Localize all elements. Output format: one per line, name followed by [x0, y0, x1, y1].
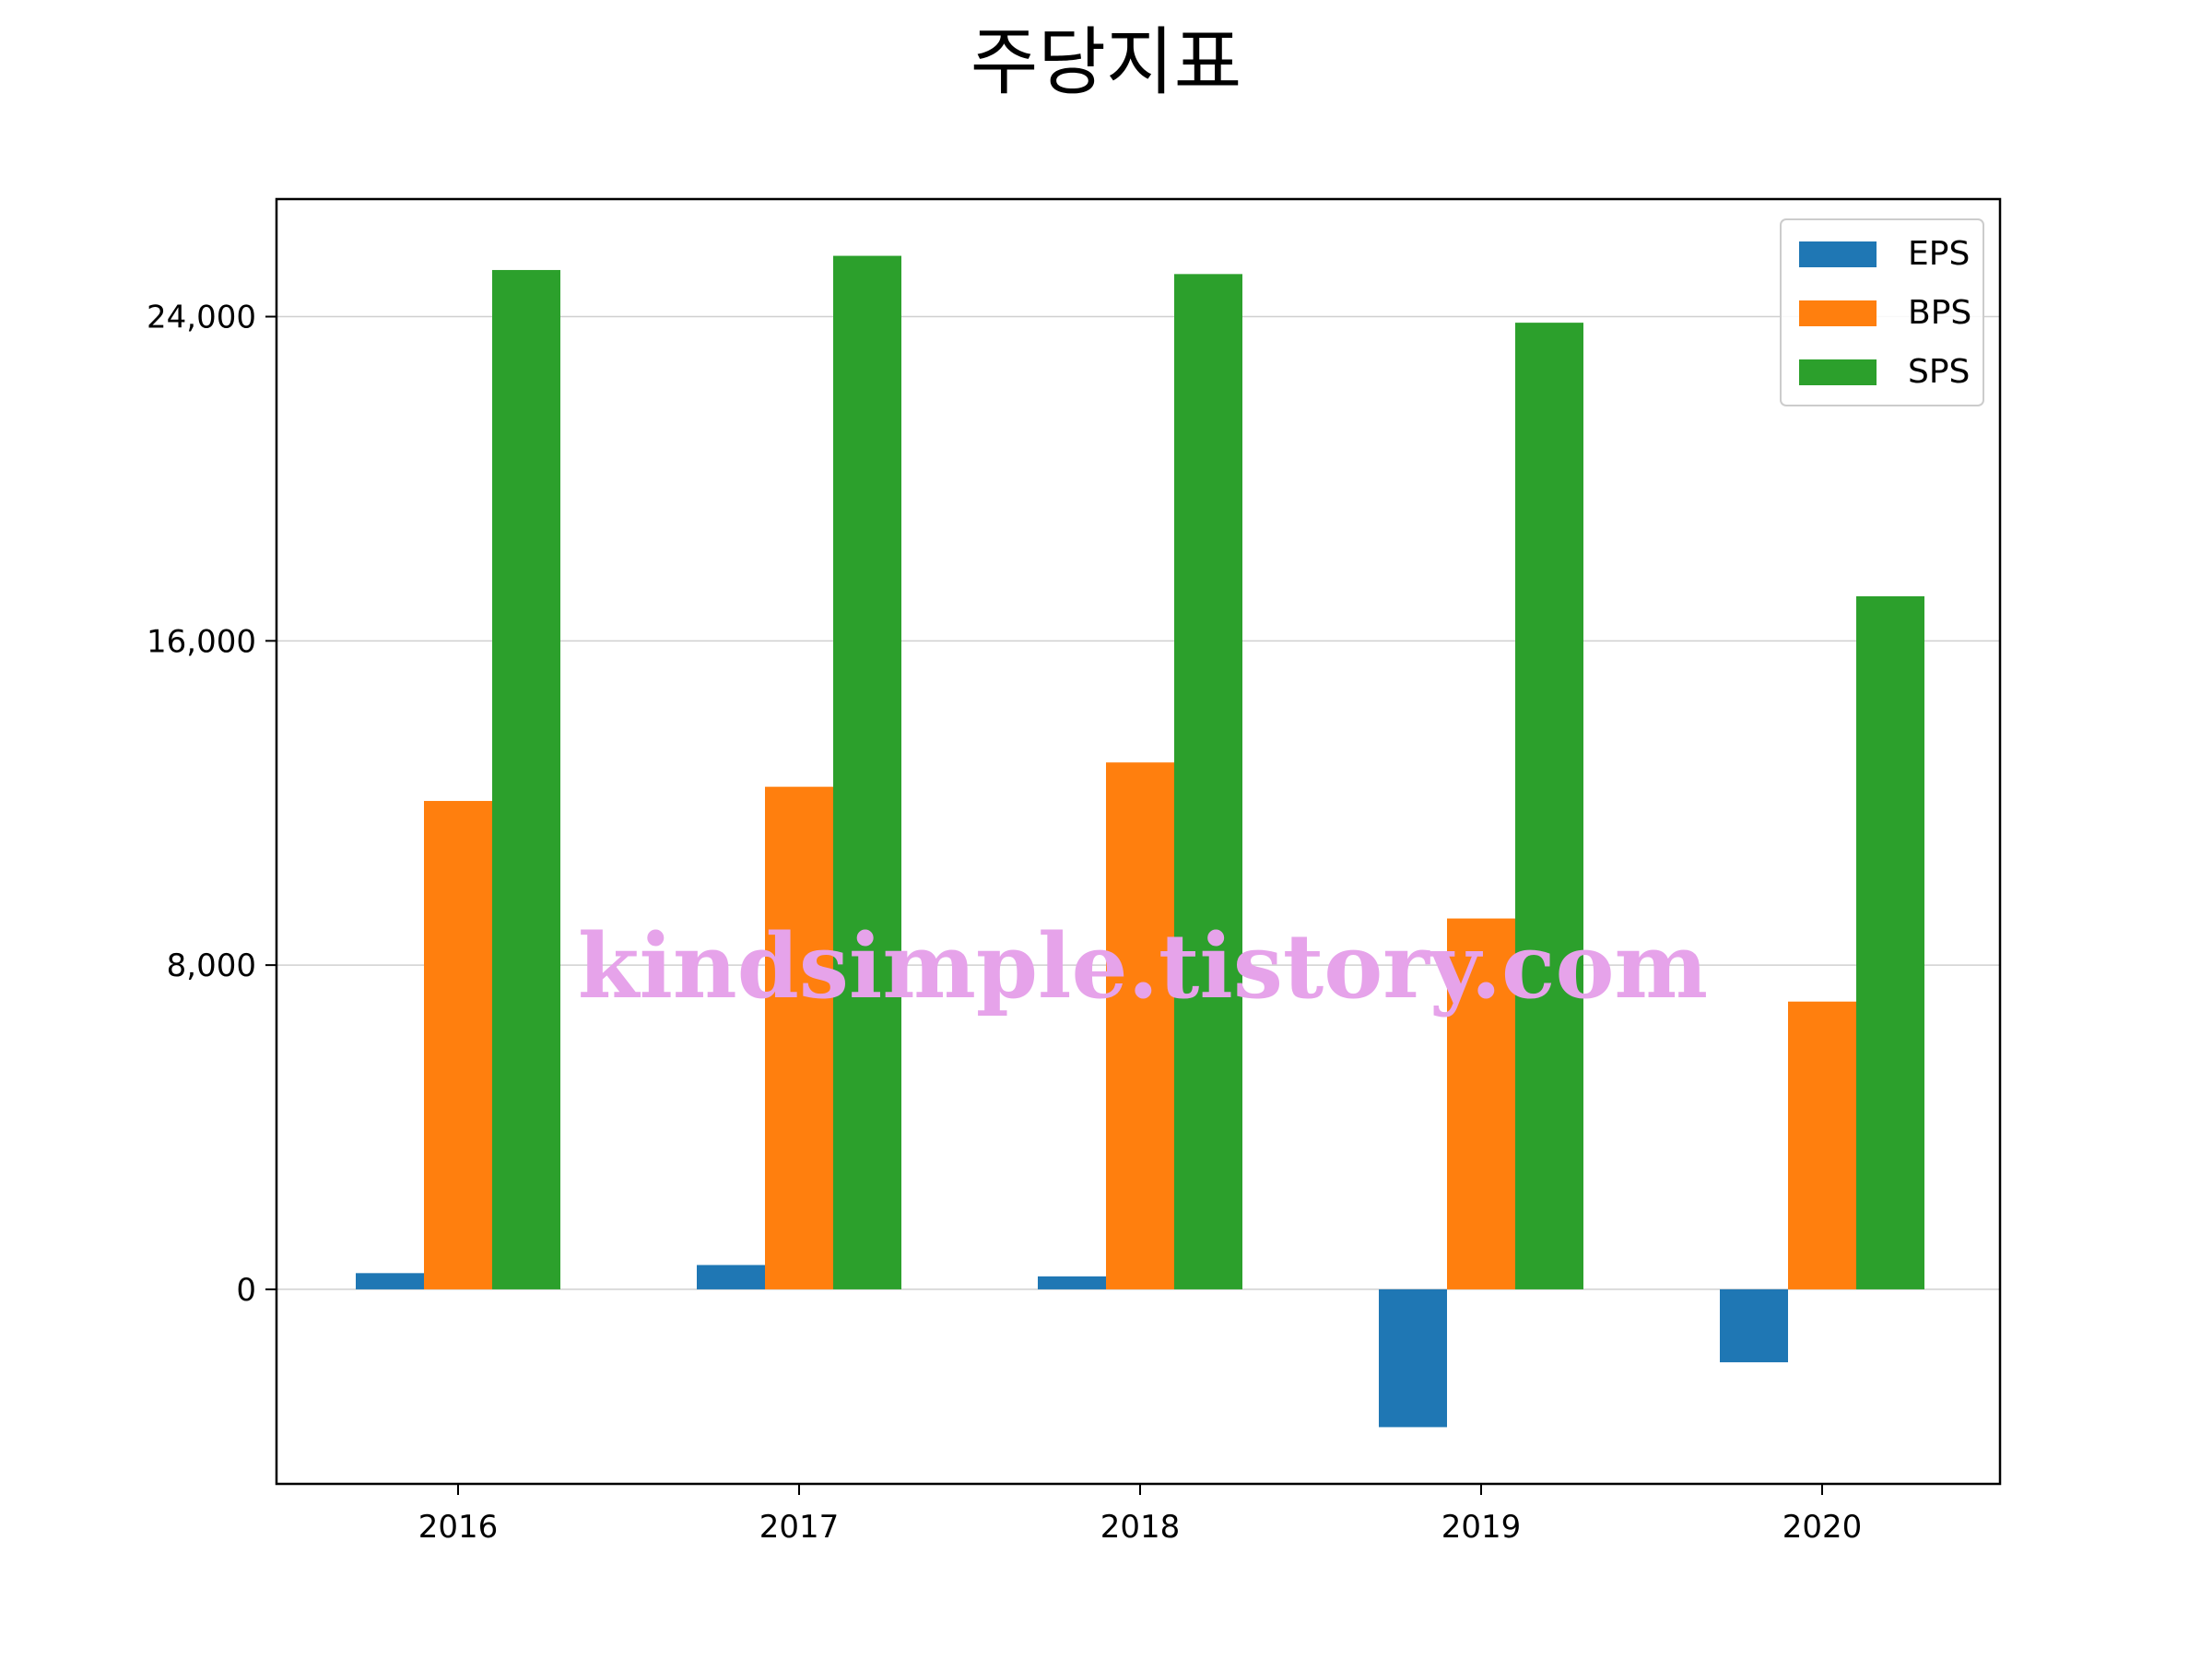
legend-label-eps: EPS — [1908, 235, 1970, 273]
x-tick-label: 2016 — [418, 1509, 499, 1546]
bar-bps-2017 — [765, 786, 833, 1289]
watermark: kindsimple.tistory.com — [578, 914, 1708, 1018]
legend-swatch-bps — [1799, 300, 1877, 326]
legend-swatch-eps — [1799, 241, 1877, 267]
legend-label-sps: SPS — [1908, 353, 1970, 391]
legend-label-bps: BPS — [1908, 294, 1971, 332]
x-tick-label: 2017 — [759, 1509, 840, 1546]
bar-bps-2016 — [424, 801, 492, 1289]
x-tick-label: 2019 — [1441, 1509, 1522, 1546]
y-tick-label: 0 — [236, 1272, 256, 1309]
bar-eps-2020 — [1720, 1288, 1788, 1363]
axis-layer: 0 8,000 16,000 24,000 2016 2017 2018 2019 2020 — [147, 300, 1862, 1546]
bar-sps-2016 — [492, 269, 560, 1289]
bar-sps-2020 — [1856, 595, 1924, 1289]
bar-eps-2019 — [1379, 1288, 1447, 1428]
bar-sps-2018 — [1174, 274, 1242, 1289]
bar-eps-2017 — [697, 1265, 765, 1289]
x-tick-label: 2018 — [1100, 1509, 1181, 1546]
y-tick-label: 8,000 — [167, 947, 256, 984]
bar-bps-2018 — [1106, 762, 1174, 1289]
plot-frame — [275, 197, 2002, 1486]
chart-title: 주당지표 — [971, 19, 1241, 105]
bar-eps-2016 — [356, 1273, 424, 1289]
bar-eps-2018 — [1038, 1276, 1106, 1289]
bar-bps-2019 — [1447, 918, 1515, 1289]
y-tick-label: 16,000 — [147, 623, 256, 660]
y-tick-label: 24,000 — [147, 300, 256, 336]
legend-swatch-sps — [1799, 359, 1877, 385]
bar-sps-2019 — [1515, 323, 1583, 1289]
legend: EPS BPS SPS — [1780, 218, 1984, 406]
bar-bps-2020 — [1788, 1001, 1856, 1289]
x-tick-label: 2020 — [1783, 1509, 1863, 1546]
bars-layer — [356, 255, 1924, 1428]
bar-sps-2017 — [833, 255, 901, 1289]
